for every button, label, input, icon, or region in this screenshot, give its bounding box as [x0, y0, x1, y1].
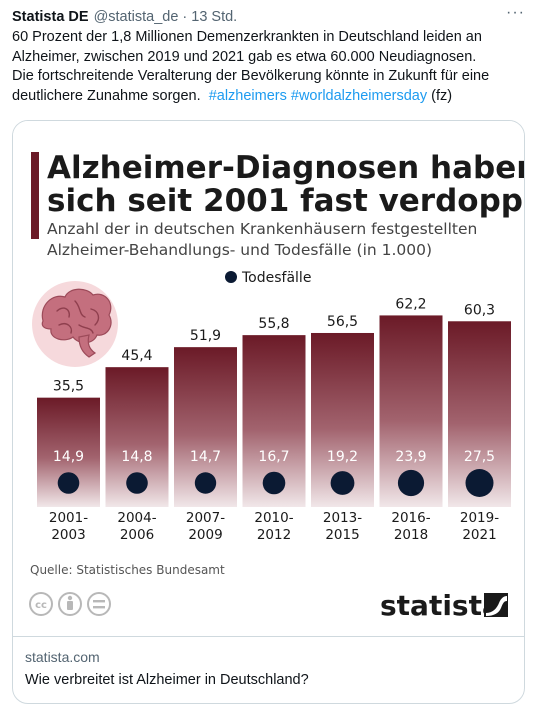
chart-subtitle-line1: Anzahl der in deutschen Krankenhäusern f… — [47, 220, 477, 238]
statista-logo-icon[interactable] — [484, 593, 508, 617]
category-label: 2004- — [117, 510, 156, 526]
bar-value-label: 45,4 — [121, 348, 152, 364]
author-name[interactable]: Statista DE — [12, 9, 89, 25]
card-title[interactable]: Wie verbreitet ist Alzheimer in Deutschl… — [25, 672, 309, 688]
infographic-image[interactable]: Alzheimer-Diagnosen haben sich seit 2001… — [13, 121, 524, 635]
cc-icon[interactable]: cc — [29, 592, 53, 616]
tweet-text-segment: (fz) — [431, 87, 453, 104]
tweet-text: 60 Prozent der 1,8 Millionen Demenzerkra… — [12, 28, 530, 106]
bar-value-label: 35,5 — [53, 379, 84, 395]
category-label: 2003 — [51, 527, 85, 543]
separator-dot: · — [182, 9, 188, 25]
tweet-text-line: Die fortschreitende Veralterung der Bevö… — [12, 68, 490, 84]
bar-value-label: 56,5 — [327, 314, 358, 330]
death-dot — [465, 469, 494, 497]
category-label: 2016- — [391, 510, 430, 526]
death-dot — [262, 471, 286, 495]
bars-group: 35,5 14,9 2001-2003 45,4 14,8 2004-2006 51,9 14… — [37, 296, 511, 543]
death-dot — [126, 472, 148, 494]
category-label: 2012 — [257, 527, 291, 543]
bar-value-label: 55,8 — [258, 316, 289, 332]
tweet-text-line: 60 Prozent der 1,8 Millionen Demenzerkra… — [12, 29, 482, 45]
bar-value-label: 51,9 — [190, 328, 221, 344]
death-dot — [397, 469, 425, 497]
card-domain: statista.com — [25, 649, 100, 665]
tweet-text-line: deutlichere Zunahme sorgen. #alzheimers … — [12, 87, 530, 107]
death-value-label: 19,2 — [327, 449, 358, 465]
link-card[interactable]: Alzheimer-Diagnosen haben sich seit 2001… — [12, 120, 525, 704]
bar-value-label: 60,3 — [464, 302, 495, 318]
category-label: 2015 — [325, 527, 359, 543]
more-horizontal-icon[interactable]: ··· — [506, 4, 525, 21]
category-label: 2001- — [49, 510, 88, 526]
tweet-text-line: Alzheimer, zwischen 2019 und 2021 gab es… — [12, 48, 477, 65]
category-label: 2010- — [254, 510, 293, 526]
death-dot — [330, 471, 355, 495]
svg-text:cc: cc — [35, 600, 47, 611]
hashtag-alzheimers[interactable]: #alzheimers — [208, 87, 287, 104]
card-footer[interactable]: statista.com Wie verbreitet ist Alzheime… — [13, 636, 524, 703]
no-derivatives-icon[interactable] — [87, 592, 111, 616]
chart-title-line1: Alzheimer-Diagnosen haben — [47, 150, 524, 186]
tweet-text-segment: deutlichere Zunahme sorgen. — [12, 87, 205, 104]
hashtag-worldalzheimersday[interactable]: #worldalzheimersday — [290, 87, 428, 104]
death-value-label: 14,7 — [190, 449, 221, 465]
death-value-label: 16,7 — [258, 449, 289, 465]
chart-subtitle-line2: Alzheimer-Behandlungs- und Todesfälle (i… — [47, 241, 432, 259]
statista-brand[interactable]: statista — [380, 589, 501, 622]
chart-svg: Alzheimer-Diagnosen haben sich seit 2001… — [29, 150, 524, 622]
category-label: 2007- — [186, 510, 225, 526]
tweet-header: Statista DE @statista_de · 13 Std. — [12, 6, 532, 28]
death-value-label: 14,9 — [53, 449, 84, 465]
legend-label: Todesfälle — [241, 270, 311, 286]
category-label: 2013- — [323, 510, 362, 526]
source-text: Quelle: Statistisches Bundesamt — [30, 563, 225, 577]
attribution-icon[interactable] — [58, 592, 82, 616]
category-label: 2019- — [460, 510, 499, 526]
title-accent-bar — [31, 152, 39, 239]
death-value-label: 23,9 — [395, 449, 426, 465]
brain-icon — [32, 281, 118, 367]
category-label: 2021 — [462, 527, 496, 543]
death-dot — [194, 472, 217, 494]
category-label: 2018 — [394, 527, 428, 543]
category-label: 2009 — [188, 527, 222, 543]
bar-value-label: 62,2 — [395, 296, 426, 312]
chart-title-line2: sich seit 2001 fast verdoppelt — [47, 183, 524, 219]
author-handle[interactable]: @statista_de — [93, 9, 179, 25]
tweet-timestamp[interactable]: 13 Std. — [191, 9, 238, 25]
category-label: 2006 — [120, 527, 154, 543]
legend-marker — [225, 271, 237, 283]
death-dot — [57, 472, 80, 494]
death-value-label: 14,8 — [121, 449, 152, 465]
death-value-label: 27,5 — [464, 449, 495, 465]
